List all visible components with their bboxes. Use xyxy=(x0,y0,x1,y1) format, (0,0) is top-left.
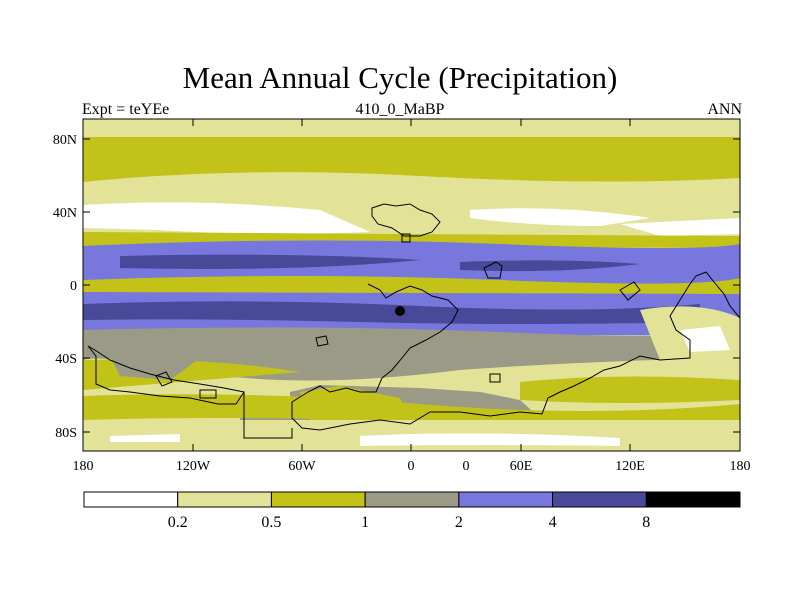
colorbar-label: 8 xyxy=(642,514,650,531)
colorbar-swatch xyxy=(458,491,554,508)
lat-label-40s: 40S xyxy=(55,352,77,367)
colorbar-label: 0.5 xyxy=(261,514,281,531)
lon-label-60e: 60E xyxy=(510,459,533,474)
lon-label-60w: 60W xyxy=(288,459,316,474)
lon-label-120w: 120W xyxy=(176,459,211,474)
lon-label-180w: 180 xyxy=(73,459,94,474)
lon-label-0b: 0 xyxy=(463,459,470,474)
colorbar-swatch xyxy=(364,491,460,508)
lat-label-0: 0 xyxy=(70,279,77,294)
lat-tick-labels: 80N 40N 0 40S 80S xyxy=(53,133,77,441)
lon-label-120e: 120E xyxy=(615,459,645,474)
lon-tick-labels: 180 120W 60W 0 0 60E 120E 180 xyxy=(73,459,751,474)
plot-title: Mean Annual Cycle (Precipitation) xyxy=(182,60,618,95)
colorbar-label: 0.2 xyxy=(168,514,188,531)
season-label: ANN xyxy=(707,101,742,118)
map-field xyxy=(83,119,740,451)
colorbar: 0.2 0.5 1 2 4 8 xyxy=(83,491,741,531)
lat-label-80n: 80N xyxy=(53,133,77,148)
lat-label-80s: 80S xyxy=(55,426,77,441)
period-label: 410_0_MaBP xyxy=(355,101,445,118)
continent-outline xyxy=(87,203,740,439)
colorbar-label: 1 xyxy=(361,514,369,531)
experiment-label: Expt = teYEe xyxy=(82,101,170,118)
colorbar-swatch xyxy=(645,491,741,508)
lat-label-40n: 40N xyxy=(53,206,77,221)
lon-label-180e: 180 xyxy=(730,459,751,474)
colorbar-swatch xyxy=(83,491,179,508)
colorbar-label: 4 xyxy=(549,514,557,531)
colorbar-swatch xyxy=(270,491,366,508)
colorbar-label: 2 xyxy=(455,514,463,531)
colorbar-swatch xyxy=(552,491,647,508)
lon-label-0: 0 xyxy=(408,459,415,474)
colorbar-swatch xyxy=(177,491,272,508)
